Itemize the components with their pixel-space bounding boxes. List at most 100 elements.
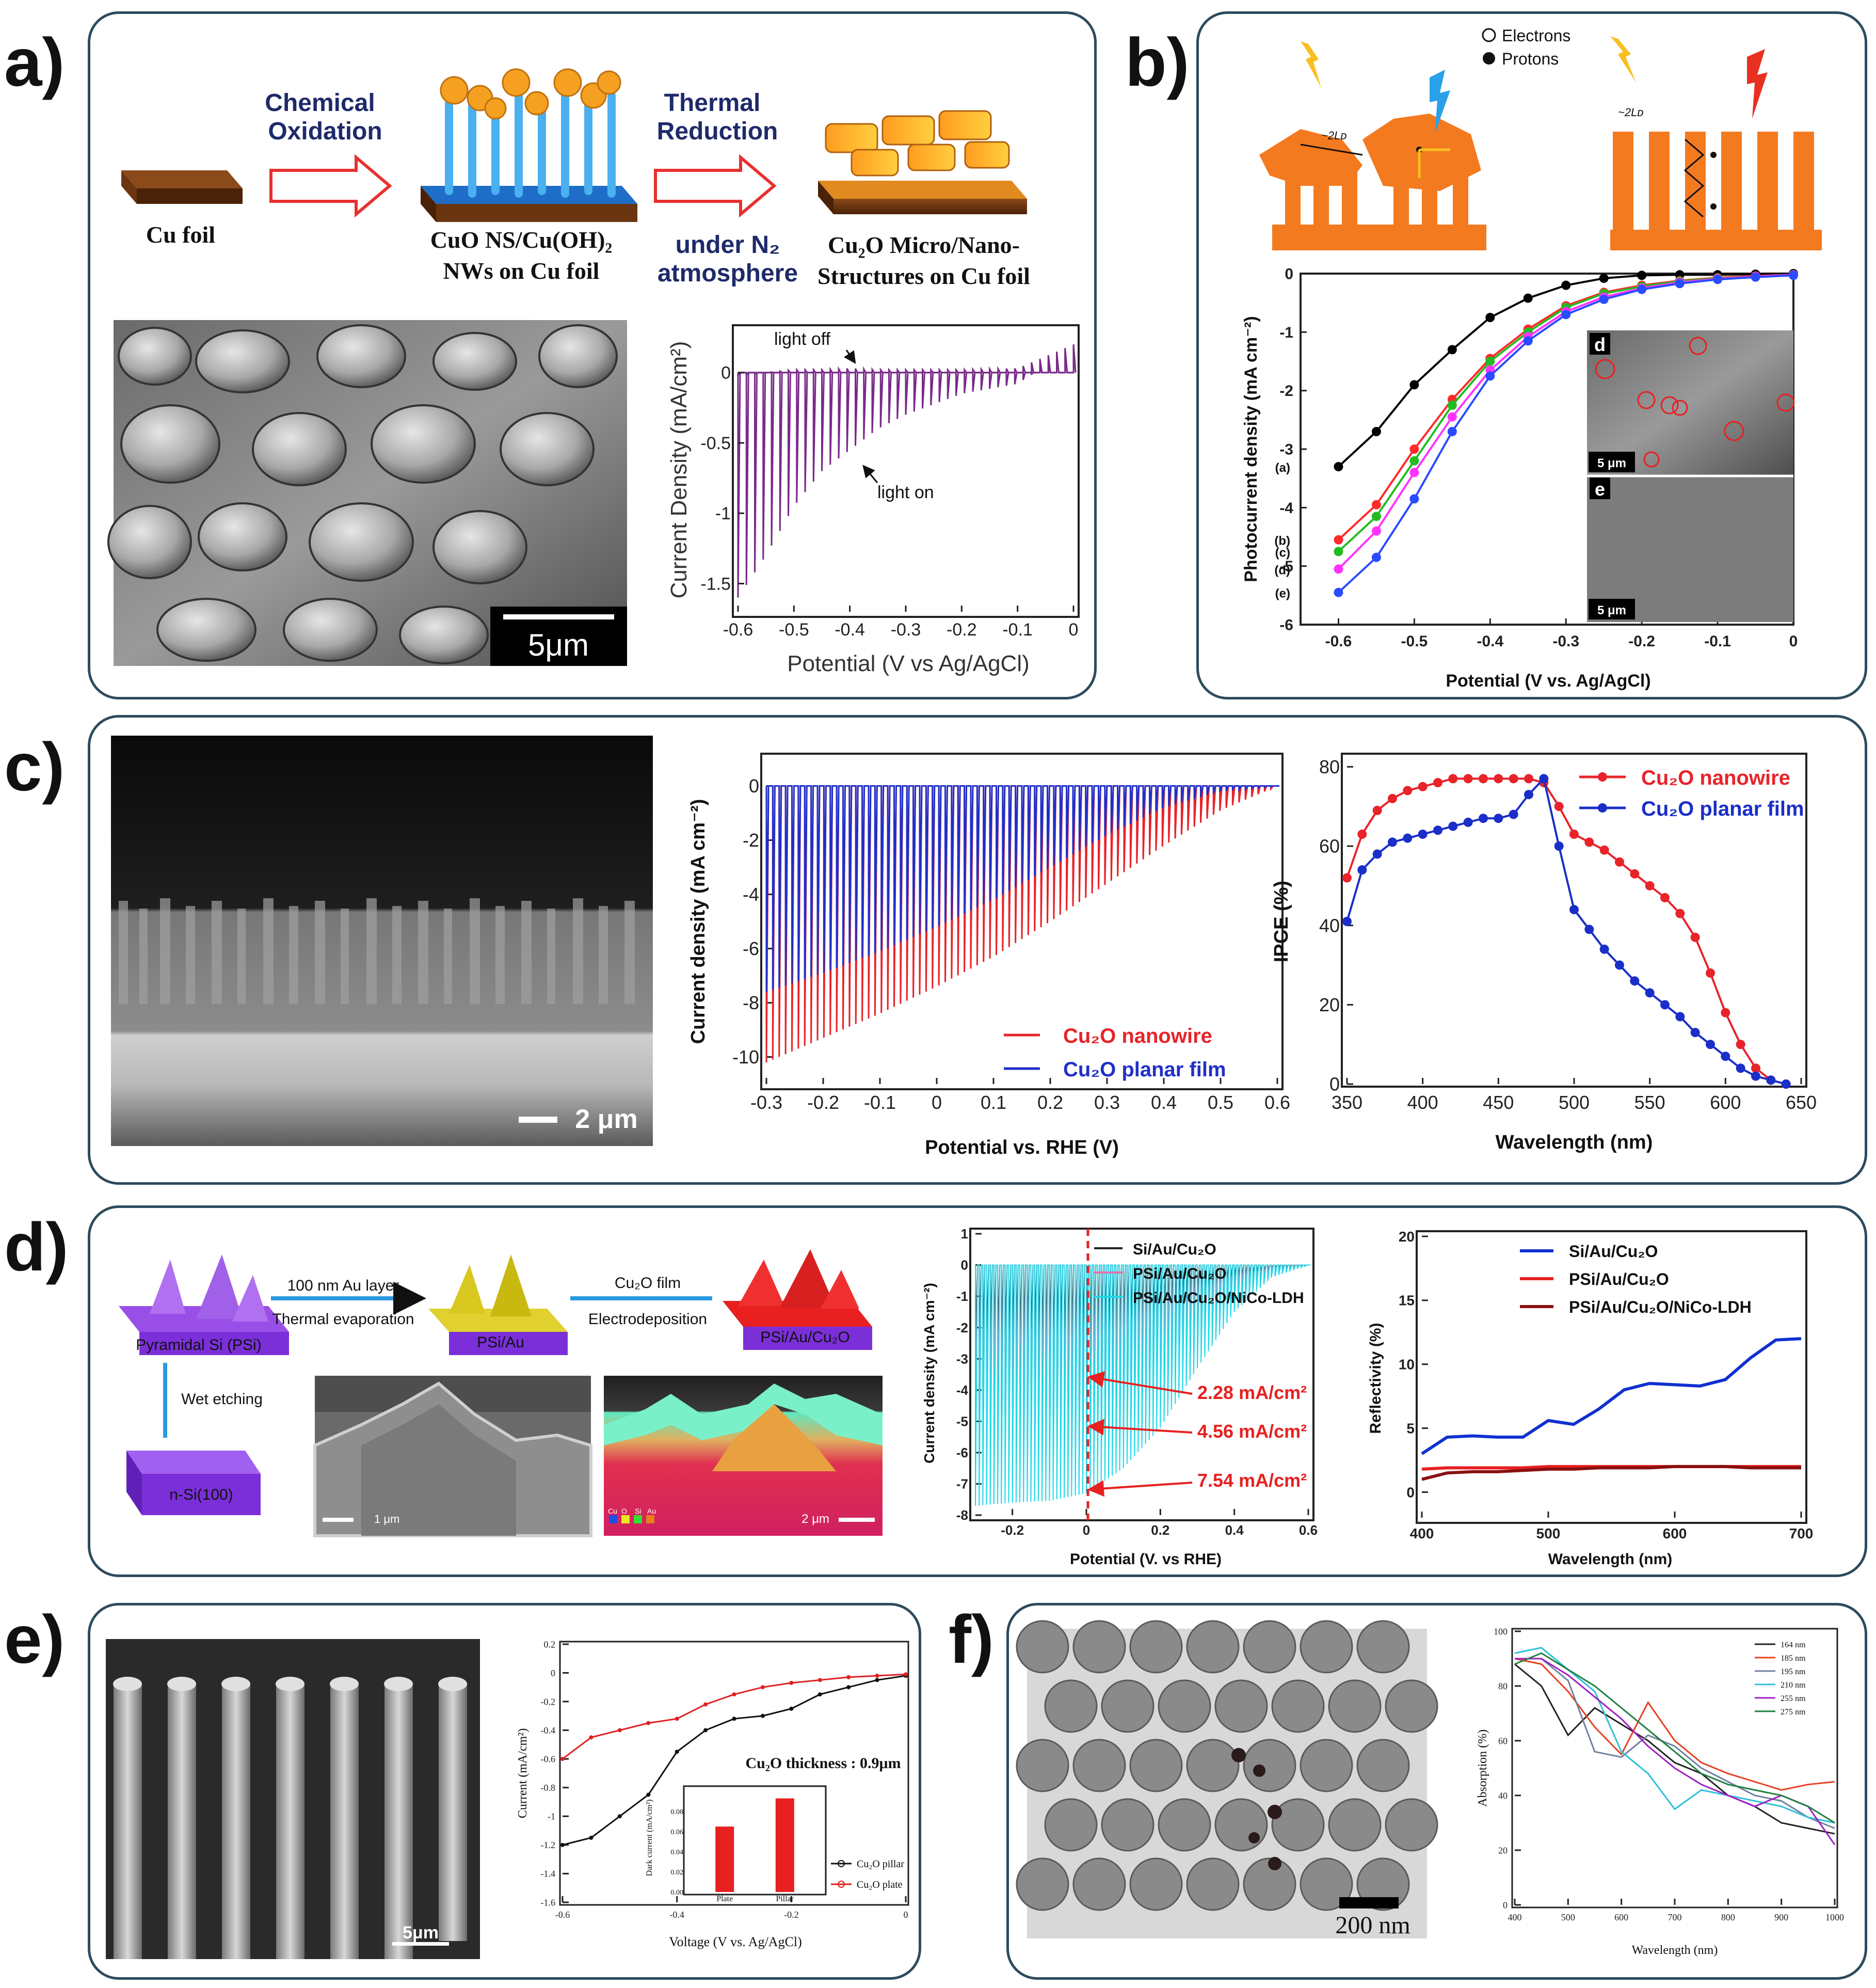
- chart-d2-frame: [1416, 1230, 1807, 1524]
- data-point: [1463, 817, 1473, 827]
- data-point: [1524, 790, 1533, 800]
- legend-e-pillar-swatch: [838, 1860, 845, 1867]
- x-tick-label: -0.4: [1477, 633, 1503, 650]
- data-point: [1539, 774, 1549, 784]
- data-point: [1523, 293, 1533, 303]
- data-point: [1584, 837, 1594, 847]
- data-point: [1630, 976, 1640, 986]
- tem-particle: [1271, 1798, 1325, 1852]
- y-tick-label: 5: [1406, 1420, 1415, 1436]
- y-tick-label: -1: [956, 1289, 968, 1304]
- data-point: [1509, 774, 1518, 784]
- x-tick-label: -0.1: [1002, 620, 1033, 640]
- au-layer-label: 100 nm Au layer: [287, 1277, 399, 1294]
- data-point: [589, 1836, 594, 1840]
- data-point: [1485, 313, 1495, 322]
- x-tick-label: 600: [1663, 1525, 1687, 1541]
- data-point: [1523, 336, 1533, 346]
- y-tick-label: 40: [1498, 1790, 1508, 1801]
- data-point: [560, 1842, 565, 1847]
- panel-d-label: d): [4, 1209, 69, 1285]
- data-point: [1447, 412, 1457, 422]
- y-tick-label: 0: [749, 775, 759, 797]
- y-tick-label: -3: [1279, 441, 1293, 458]
- eds-legend-o: O: [621, 1507, 627, 1515]
- tem-particle: [1356, 1739, 1410, 1792]
- inset-x-label: Pillar: [776, 1895, 794, 1903]
- n-si-label: n-Si(100): [169, 1486, 233, 1503]
- y-tick-label: -3: [956, 1351, 968, 1366]
- data-point: [1494, 814, 1503, 823]
- data-point: [1637, 271, 1647, 280]
- tem-particle: [1101, 1679, 1155, 1733]
- x-tick-label: 0.5: [1208, 1092, 1233, 1113]
- tem-particle: [1158, 1798, 1211, 1852]
- series-2-line: [1514, 1658, 1835, 1791]
- panel-d-refl-chart: 400 500 600 700 0 5 10 15 20 Si/Au/Cu₂O PSi/Au/C…: [1367, 1229, 1813, 1568]
- panel-b-label: b): [1125, 24, 1190, 100]
- data-point: [1371, 500, 1381, 510]
- data-point: [1781, 1079, 1791, 1089]
- panel-b-schematic: ~2Lᴅ ~2Lᴅ Electrons Protons: [1259, 26, 1822, 250]
- electrons-legend-label: Electrons: [1502, 26, 1570, 45]
- x-tick-label: 400: [1508, 1912, 1522, 1922]
- x-tick-label: -0.2: [784, 1910, 799, 1920]
- chart-e-frame: [559, 1641, 909, 1906]
- legend-c2-pf: Cu₂O planar film: [1641, 798, 1804, 820]
- nanostructure-right-illustration: ~2Lᴅ: [1610, 36, 1822, 250]
- x-tick-label: -0.5: [779, 620, 809, 640]
- tem-particle: [1016, 1857, 1069, 1911]
- panel-c-ipce-chart: 350 400 450 500 550 600 650 0 20 40 60 80 Cu₂O nano…: [1271, 753, 1817, 1153]
- tem-particle: [1072, 1739, 1126, 1792]
- eds-legend: Cu O Si Au: [608, 1507, 656, 1523]
- legend-e-plate-swatch: [838, 1881, 845, 1888]
- y-tick-label: -1.4: [541, 1869, 556, 1879]
- y-tick-label: -10: [732, 1046, 759, 1068]
- tem-particle: [1243, 1857, 1296, 1911]
- tem-particle: [1129, 1739, 1183, 1792]
- x-tick-label: -0.6: [1325, 633, 1352, 650]
- data-point: [1561, 310, 1571, 320]
- inset-x-label: Plate: [716, 1895, 733, 1903]
- tem-particle: [1243, 1620, 1296, 1674]
- panel-d-eds-scale: 2 μm: [801, 1512, 829, 1526]
- psi-au-label: PSi/Au: [477, 1334, 524, 1351]
- x-tick-label: 0.1: [981, 1092, 1006, 1113]
- y-tick-label: 0: [1406, 1484, 1415, 1500]
- x-tick-label: -0.6: [555, 1910, 570, 1920]
- eds-legend-si: Si: [635, 1507, 641, 1515]
- x-tick-label: 500: [1559, 1092, 1590, 1113]
- panel-c-jv-chart: -0.3 -0.2 -0.1 0 0.1 0.2 0.3 0.4 0.5 0.6 0 -2 -4 -6 -8…: [687, 753, 1290, 1158]
- y-tick-label: -4: [956, 1382, 969, 1398]
- tem-particle: [1385, 1679, 1438, 1733]
- series-2-line: [765, 785, 1279, 992]
- legend-f-label: 275 nm: [1781, 1708, 1806, 1716]
- y-tick-label: 0: [1285, 266, 1293, 283]
- panel-d-eds-image: Cu O Si Au 2 μm: [604, 1376, 883, 1536]
- chart-f-ylabel: Absorption (%): [1476, 1729, 1489, 1807]
- y-tick-label: 40: [1319, 915, 1340, 936]
- x-tick-label: 600: [1614, 1912, 1628, 1922]
- data-point: [1554, 802, 1564, 812]
- y-tick-label: -1: [1279, 324, 1293, 341]
- cu-foil-illustration: [121, 170, 243, 204]
- annotation-2-28: 2.28 mA/cm²: [1197, 1382, 1307, 1403]
- data-point: [1357, 829, 1367, 839]
- data-point: [1524, 774, 1533, 784]
- panel-b-inset-sem: d e 5 μm 5 μm: [1587, 330, 1795, 622]
- y-tick-label: -5: [956, 1413, 968, 1429]
- data-point: [1409, 444, 1419, 454]
- psi-au-illustration: [428, 1254, 568, 1355]
- chemical-oxidation-label-2: Oxidation: [268, 118, 382, 145]
- chart-c-frame: [760, 753, 1284, 1090]
- data-point: [1448, 774, 1458, 784]
- psi-au-cu2o-illustration: [723, 1249, 872, 1350]
- x-tick-label: 0: [1083, 1522, 1090, 1538]
- inset-d-label: d: [1594, 334, 1606, 355]
- data-point: [732, 1716, 736, 1721]
- x-tick-label: 0.4: [1151, 1092, 1177, 1113]
- y-tick-label: -8: [956, 1507, 968, 1523]
- x-tick-label: 0: [932, 1092, 942, 1113]
- tem-particle: [1101, 1798, 1155, 1852]
- y-tick-label: 100: [1494, 1626, 1508, 1636]
